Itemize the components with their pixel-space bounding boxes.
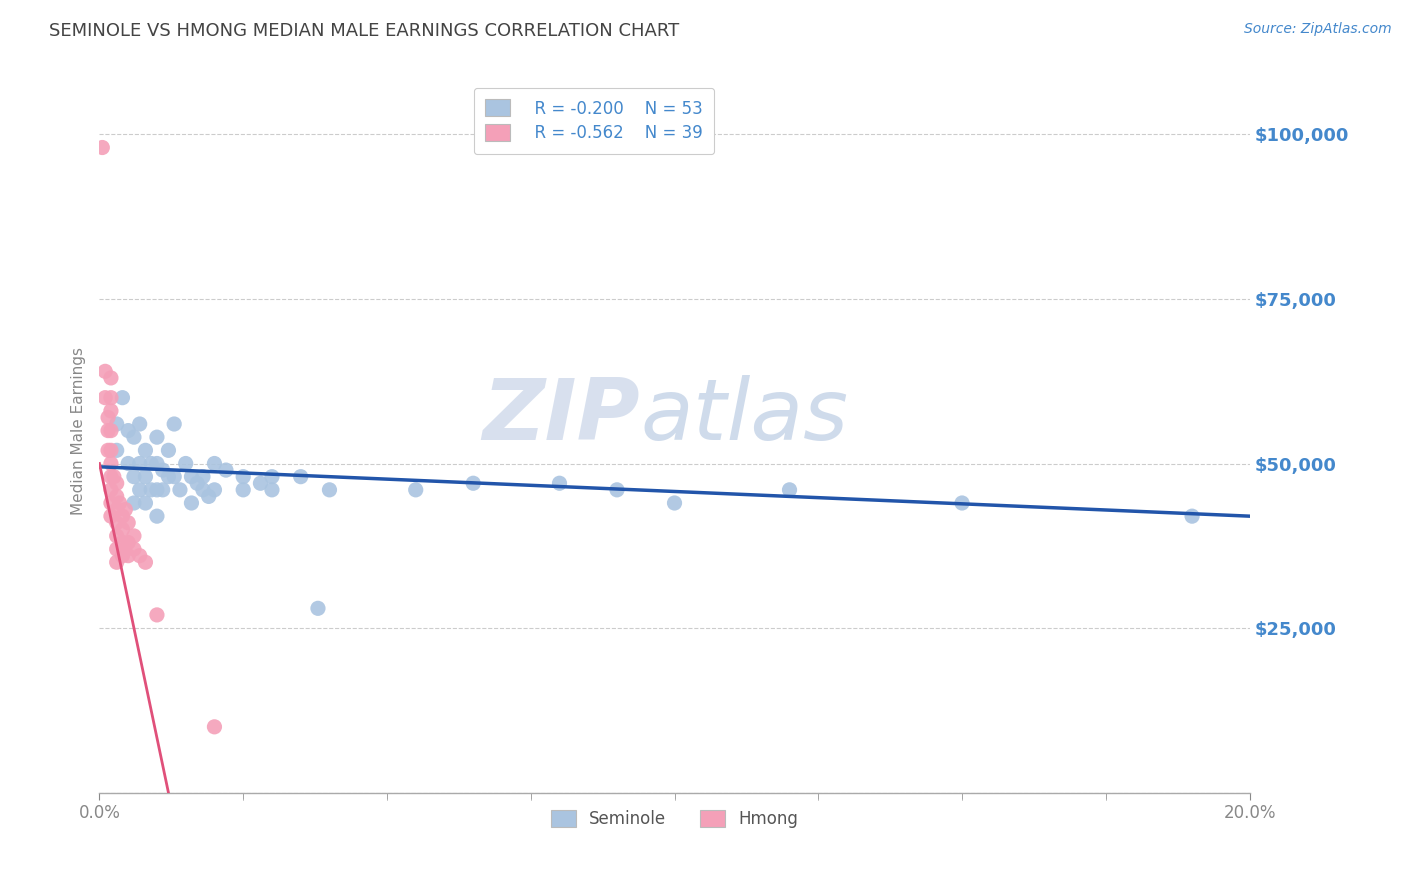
Point	[128, 549, 150, 563]
Point	[191, 469, 214, 483]
Point	[146, 509, 169, 524]
Point	[100, 404, 122, 418]
Point	[186, 476, 208, 491]
Point	[260, 469, 283, 483]
Point	[141, 483, 163, 497]
Point	[157, 443, 180, 458]
Point	[146, 483, 169, 497]
Point	[100, 469, 122, 483]
Point	[1181, 509, 1204, 524]
Point	[146, 430, 169, 444]
Point	[290, 469, 312, 483]
Point	[94, 391, 117, 405]
Point	[117, 535, 139, 549]
Point	[100, 483, 122, 497]
Point	[152, 483, 174, 497]
Point	[204, 720, 226, 734]
Point	[779, 483, 801, 497]
Point	[204, 483, 226, 497]
Point	[105, 542, 128, 557]
Point	[105, 502, 128, 516]
Point	[105, 490, 128, 504]
Point	[97, 443, 120, 458]
Point	[111, 391, 134, 405]
Point	[117, 516, 139, 530]
Point	[163, 417, 186, 431]
Text: ZIP: ZIP	[482, 375, 640, 458]
Point	[664, 496, 686, 510]
Point	[97, 424, 120, 438]
Point	[122, 496, 145, 510]
Point	[114, 502, 136, 516]
Point	[174, 457, 197, 471]
Legend: Seminole, Hmong: Seminole, Hmong	[544, 804, 804, 835]
Point	[100, 509, 122, 524]
Point	[169, 483, 191, 497]
Point	[105, 529, 128, 543]
Point	[548, 476, 571, 491]
Point	[100, 391, 122, 405]
Point	[111, 549, 134, 563]
Point	[141, 457, 163, 471]
Point	[117, 549, 139, 563]
Text: Source: ZipAtlas.com: Source: ZipAtlas.com	[1244, 22, 1392, 37]
Point	[146, 457, 169, 471]
Point	[97, 410, 120, 425]
Point	[111, 522, 134, 536]
Point	[122, 469, 145, 483]
Point	[100, 443, 122, 458]
Point	[94, 364, 117, 378]
Point	[128, 483, 150, 497]
Point	[134, 555, 156, 569]
Point	[180, 469, 202, 483]
Point	[103, 469, 125, 483]
Point	[122, 430, 145, 444]
Point	[180, 496, 202, 510]
Point	[111, 535, 134, 549]
Point	[463, 476, 485, 491]
Point	[122, 529, 145, 543]
Point	[191, 483, 214, 497]
Point	[157, 469, 180, 483]
Point	[100, 424, 122, 438]
Point	[128, 457, 150, 471]
Point	[606, 483, 628, 497]
Point	[163, 469, 186, 483]
Point	[105, 443, 128, 458]
Point	[232, 469, 254, 483]
Point	[105, 555, 128, 569]
Y-axis label: Median Male Earnings: Median Male Earnings	[72, 347, 86, 515]
Point	[405, 483, 427, 497]
Point	[105, 516, 128, 530]
Point	[134, 496, 156, 510]
Point	[197, 490, 219, 504]
Point	[215, 463, 238, 477]
Point	[128, 417, 150, 431]
Point	[117, 457, 139, 471]
Point	[950, 496, 973, 510]
Point	[117, 424, 139, 438]
Point	[105, 417, 128, 431]
Point	[111, 509, 134, 524]
Point	[134, 469, 156, 483]
Point	[260, 483, 283, 497]
Point	[152, 463, 174, 477]
Text: SEMINOLE VS HMONG MEDIAN MALE EARNINGS CORRELATION CHART: SEMINOLE VS HMONG MEDIAN MALE EARNINGS C…	[49, 22, 679, 40]
Point	[91, 140, 114, 154]
Point	[100, 457, 122, 471]
Point	[204, 457, 226, 471]
Point	[122, 542, 145, 557]
Point	[134, 443, 156, 458]
Point	[232, 483, 254, 497]
Point	[307, 601, 329, 615]
Point	[108, 496, 131, 510]
Point	[100, 496, 122, 510]
Point	[249, 476, 271, 491]
Point	[146, 607, 169, 622]
Point	[318, 483, 340, 497]
Point	[100, 371, 122, 385]
Text: atlas: atlas	[640, 375, 848, 458]
Point	[105, 476, 128, 491]
